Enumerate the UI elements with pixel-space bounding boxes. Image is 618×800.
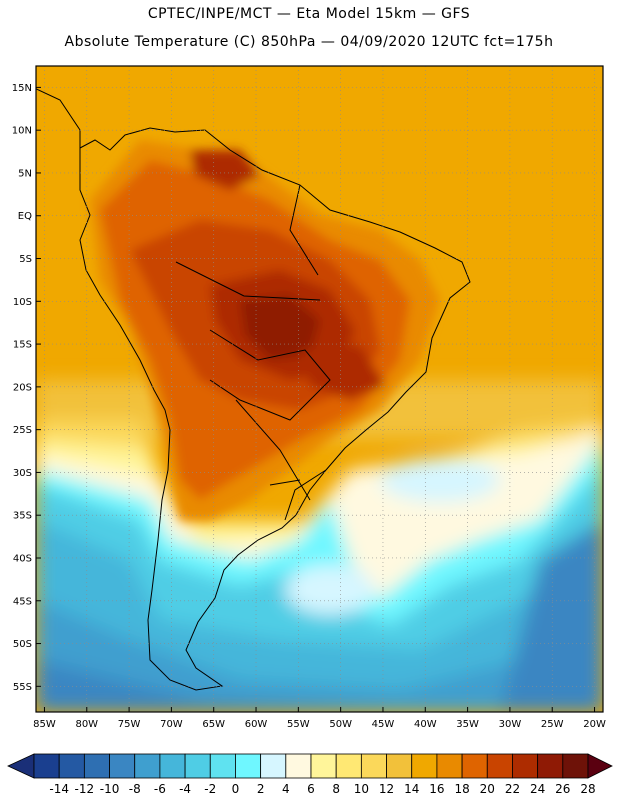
colorbar-swatch (235, 753, 262, 779)
lon-label: 50W (329, 719, 352, 730)
lat-label: 10S (13, 297, 32, 308)
lon-label: 35W (456, 719, 479, 730)
colorbar-swatch (58, 753, 85, 779)
colorbar-swatch (310, 753, 337, 779)
colorbar-label: 20 (480, 782, 495, 796)
colorbar-label: 22 (505, 782, 520, 796)
colorbar-swatch (159, 753, 186, 779)
colorbar-high-arrow (587, 753, 613, 779)
colorbar-label: 28 (580, 782, 595, 796)
colorbar-swatch (411, 753, 438, 779)
lat-label: 20S (13, 382, 32, 393)
colorbar-swatch (436, 753, 463, 779)
lat-label: 15N (12, 83, 32, 94)
lat-label: 5S (19, 254, 32, 265)
colorbar-swatch (562, 753, 589, 779)
colorbar-label: -4 (179, 782, 191, 796)
lon-label: 65W (202, 719, 225, 730)
map-frame (35, 65, 604, 713)
lat-label: 35S (13, 511, 32, 522)
lon-label: 30W (499, 719, 522, 730)
lon-label: 60W (245, 719, 268, 730)
colorbar-label: 8 (332, 782, 340, 796)
colorbar-low-arrow (7, 753, 35, 779)
colorbar-swatch (537, 753, 564, 779)
lat-label: 50S (13, 639, 32, 650)
colorbar-label: 12 (379, 782, 394, 796)
lon-label: 25W (541, 719, 564, 730)
colorbar-swatch (512, 753, 539, 779)
colorbar-label: 26 (555, 782, 570, 796)
coastline (36, 88, 471, 691)
colorbar-swatch (209, 753, 236, 779)
title-line-1: CPTEC/INPE/MCT — Eta Model 15km — GFS (147, 6, 471, 22)
colorbar-label: 24 (530, 782, 545, 796)
colorbar-swatch (109, 753, 136, 779)
colorbar-swatch (260, 753, 287, 779)
lon-label: 85W (33, 719, 56, 730)
colorbar-label: 6 (307, 782, 315, 796)
colorbar-swatch (184, 753, 211, 779)
colorbar-label: 16 (429, 782, 444, 796)
lat-label: 30S (13, 468, 32, 479)
lat-label: 5N (18, 168, 32, 179)
colorbar-swatch (486, 753, 513, 779)
colorbar-label: -8 (129, 782, 141, 796)
colorbar-label: -12 (75, 782, 95, 796)
colorbar-swatch (461, 753, 488, 779)
colorbar-swatch (386, 753, 413, 779)
colorbar-swatch (83, 753, 110, 779)
lon-label: 20W (583, 719, 606, 730)
lon-label: 80W (75, 719, 98, 730)
colorbar-label: 14 (404, 782, 419, 796)
colorbar-label: 10 (354, 782, 369, 796)
colorbar-label: 18 (454, 782, 469, 796)
lon-label: 70W (160, 719, 183, 730)
lon-label: 40W (414, 719, 437, 730)
colorbar-label: 4 (282, 782, 290, 796)
title-line-2: Absolute Temperature (C) 850hPa — 04/09/… (64, 34, 554, 50)
lat-label: 55S (13, 682, 32, 693)
colorbar-label: 0 (232, 782, 240, 796)
colorbar-swatch (285, 753, 312, 779)
colorbar-swatch (335, 753, 362, 779)
colorbar-label: -10 (100, 782, 120, 796)
lon-label: 55W (287, 719, 310, 730)
lat-label: EQ (18, 211, 32, 222)
colorbar-swatch (33, 753, 60, 779)
colorbar-label: -2 (204, 782, 216, 796)
lon-label: 45W (372, 719, 395, 730)
colorbar-swatch (360, 753, 387, 779)
colorbar-label: -14 (49, 782, 69, 796)
temperature-field (36, 66, 603, 712)
colorbar-label: -6 (154, 782, 166, 796)
lat-label: 40S (13, 553, 32, 564)
colorbar-swatch (134, 753, 161, 779)
lat-label: 10N (12, 126, 32, 137)
colorbar-label: 2 (257, 782, 265, 796)
graticule (36, 66, 603, 712)
lat-label: 15S (13, 340, 32, 351)
lat-label: 45S (13, 596, 32, 607)
lon-label: 75W (118, 719, 141, 730)
lat-label: 25S (13, 425, 32, 436)
